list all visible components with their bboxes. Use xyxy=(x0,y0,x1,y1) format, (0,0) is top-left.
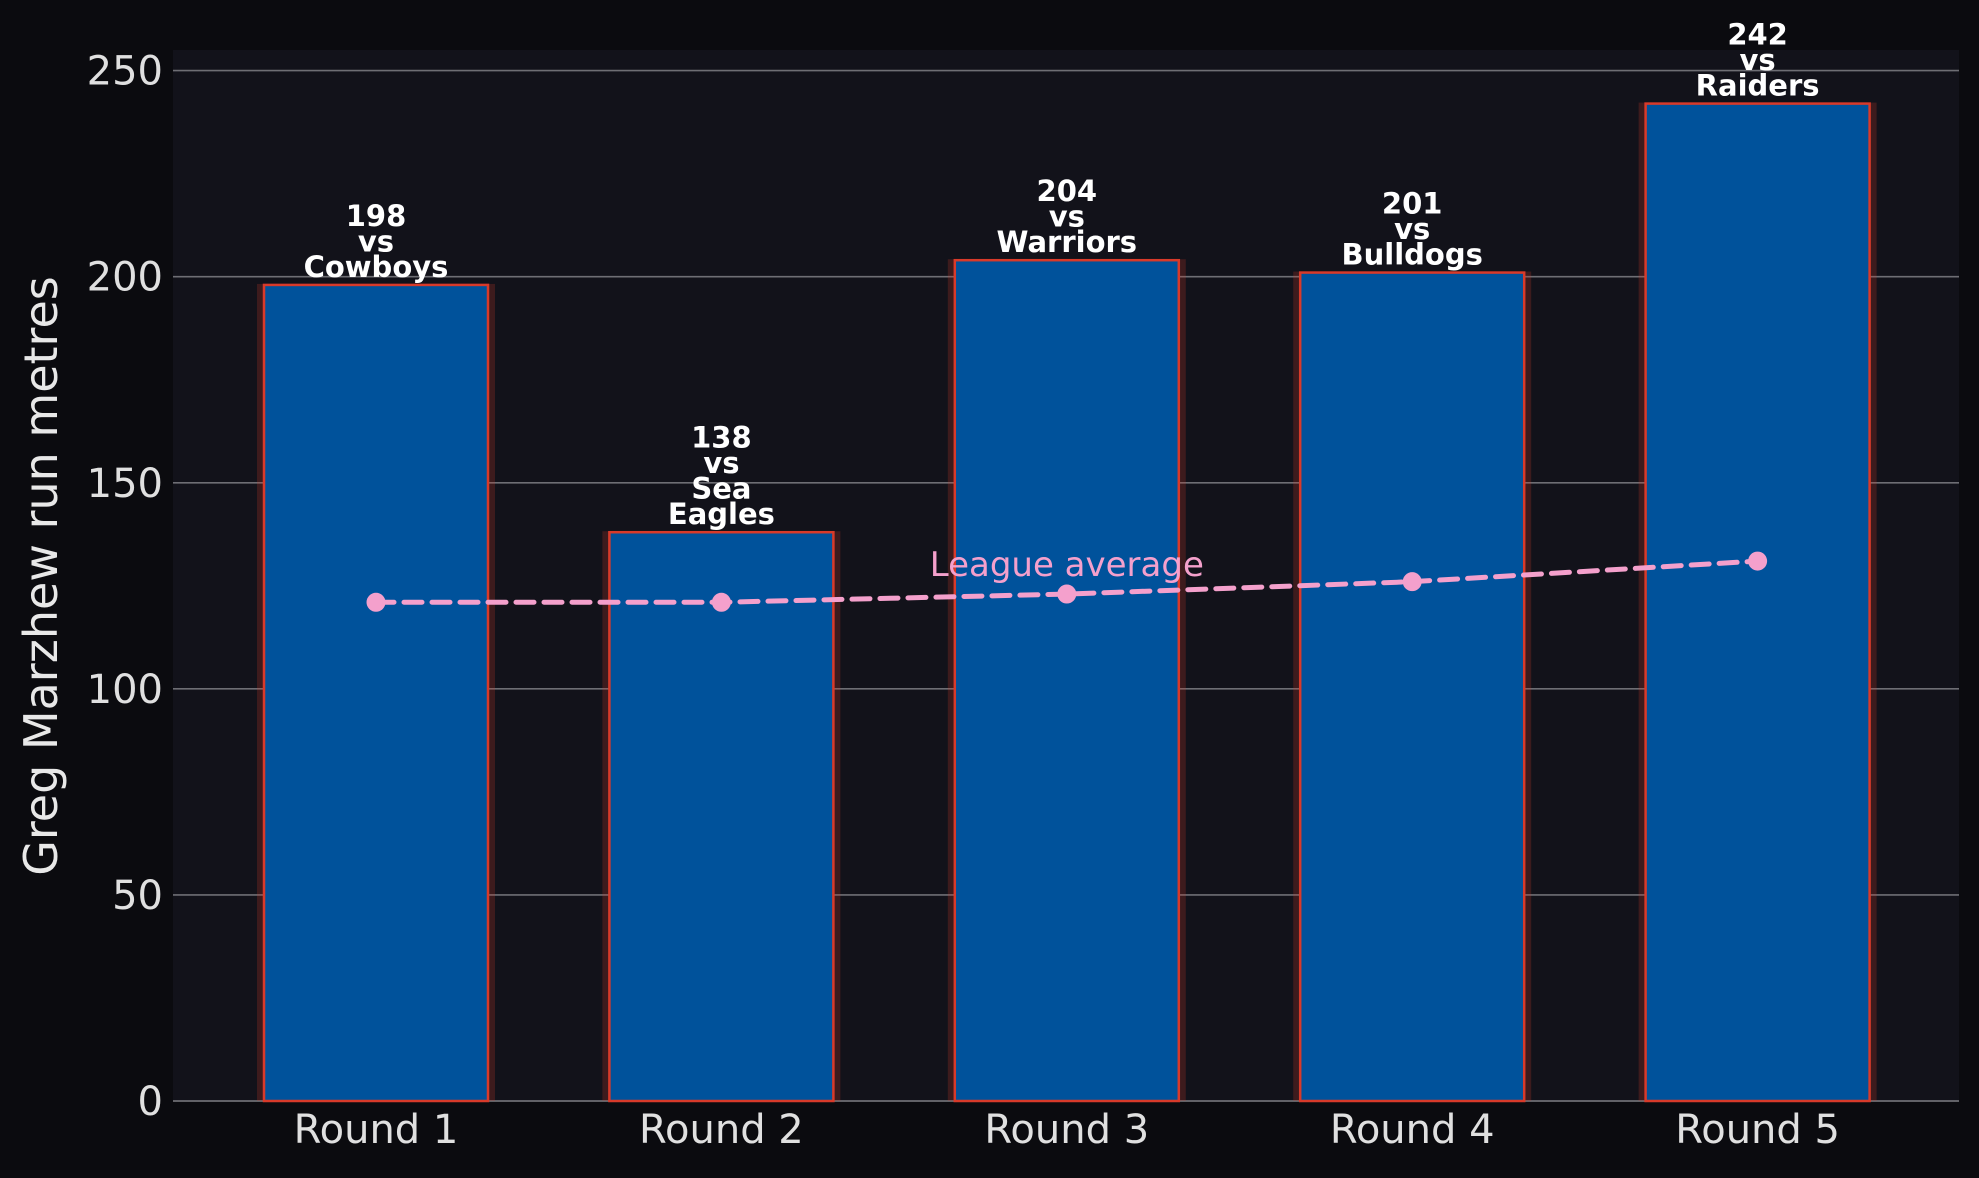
league-average-marker xyxy=(1402,572,1422,592)
league-average-marker xyxy=(711,592,731,612)
bar-value-label: Eagles xyxy=(668,497,775,531)
bar-value-label: 198 xyxy=(346,199,407,233)
bar-value-label: Bulldogs xyxy=(1342,238,1483,272)
y-tick-label: 50 xyxy=(112,873,163,919)
x-tick-label: Round 4 xyxy=(1330,1107,1495,1153)
bar-value-label: vs xyxy=(1049,200,1085,234)
x-tick-label: Round 3 xyxy=(984,1107,1149,1153)
bar xyxy=(1644,102,1871,1103)
y-axis-title: Greg Marzhew run metres xyxy=(14,276,68,875)
bar-value-label: 201 xyxy=(1382,187,1443,221)
bar-value-label: 138 xyxy=(691,421,752,455)
bar-value-label: vs xyxy=(358,224,394,258)
bar xyxy=(608,530,835,1103)
bar xyxy=(262,283,490,1103)
league-average-line: League average xyxy=(366,545,1768,612)
bar-value-label: 242 xyxy=(1727,18,1788,52)
x-tick-label: Round 5 xyxy=(1675,1107,1840,1153)
x-tick-label: Round 2 xyxy=(639,1107,804,1153)
y-tick-label: 150 xyxy=(87,461,163,507)
bar-value-label: Sea xyxy=(691,472,751,506)
bar-value-label: Cowboys xyxy=(304,250,449,284)
y-tick-label: 100 xyxy=(87,667,163,713)
y-tick-label: 200 xyxy=(87,255,163,301)
bar xyxy=(953,258,1181,1103)
y-tick-label: 0 xyxy=(138,1079,163,1125)
league-average-marker xyxy=(1057,584,1077,604)
x-tick-labels: Round 1 Round 2 Round 3 Round 4 Round 5 xyxy=(294,1107,1840,1153)
bar-value-label: 204 xyxy=(1037,174,1098,208)
league-average-marker xyxy=(1748,551,1768,571)
y-tick-label: 250 xyxy=(87,49,163,95)
bars xyxy=(257,102,1877,1103)
bar-value-labels: 198vsCowboys138vsSeaEagles204vsWarriors2… xyxy=(304,18,1820,532)
bar-value-label: vs xyxy=(1394,212,1430,246)
league-average-label: League average xyxy=(930,545,1204,585)
bar-value-label: vs xyxy=(703,446,739,480)
league-average-marker xyxy=(366,592,386,612)
bar xyxy=(1298,271,1526,1103)
y-tick-labels: 0 50 100 150 200 250 xyxy=(87,49,163,1125)
bar-value-label: vs xyxy=(1740,43,1776,77)
bar-value-label: Raiders xyxy=(1696,69,1820,103)
bar-value-label: Warriors xyxy=(997,225,1138,259)
x-tick-label: Round 1 xyxy=(294,1107,459,1153)
